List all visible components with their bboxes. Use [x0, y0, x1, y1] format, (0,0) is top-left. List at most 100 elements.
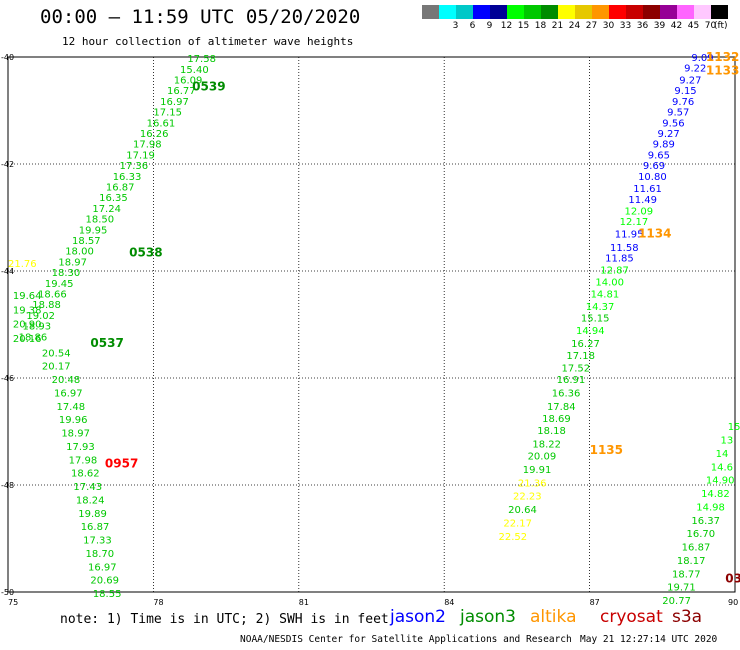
- colorbar-swatch: [660, 5, 677, 19]
- wave-height-label: 18.50: [86, 215, 115, 226]
- wave-height-label: 18.77: [672, 569, 701, 580]
- colorbar-swatch: [575, 5, 592, 19]
- wave-height-label: 21.36: [518, 478, 547, 489]
- wave-height-label: 17.33: [83, 536, 112, 547]
- wave-height-label: 9.09: [691, 53, 713, 64]
- wave-height-label: 20.09: [528, 452, 557, 463]
- wave-height-label: 16.87: [682, 543, 711, 554]
- colorbar-swatch: [626, 5, 643, 19]
- satellite-legend-altika: altika: [530, 607, 577, 627]
- wave-height-label: 20.17: [42, 362, 71, 373]
- colorbar-tick-label: 18: [534, 21, 547, 31]
- wave-height-label: 14.94: [576, 326, 605, 337]
- wave-height-label: 17.84: [547, 402, 576, 413]
- wave-height-label: 18.62: [71, 469, 100, 480]
- wave-height-label: 19.02: [26, 311, 55, 322]
- wave-height-label: 20.54: [42, 348, 71, 359]
- wave-height-label: 11.85: [605, 254, 634, 265]
- wave-height-label: 17.43: [73, 482, 102, 493]
- wave-height-label: 17.98: [69, 455, 98, 466]
- wave-height-label: 16.61: [147, 118, 176, 129]
- wave-height-label: 12.17: [620, 217, 649, 228]
- wave-height-label: 16.09: [174, 75, 203, 86]
- wave-height-label: 17.19: [126, 150, 155, 161]
- wave-height-label: 11.95: [615, 230, 644, 241]
- wave-height-label: 17.98: [133, 140, 162, 151]
- colorbar-swatch: [422, 5, 439, 19]
- wave-height-label: 18.93: [23, 322, 52, 333]
- lat-tick-label: -46: [1, 374, 14, 383]
- wave-height-label: 18.70: [86, 549, 115, 560]
- wave-height-label: 17.52: [561, 363, 590, 374]
- colorbar-tick-label: 21: [551, 21, 564, 31]
- wave-height-label: 19.45: [45, 279, 74, 290]
- wave-height-label: 14.98: [696, 502, 725, 513]
- map-subtitle: 12 hour collection of altimeter wave hei…: [62, 35, 354, 48]
- pass-time-label: 0539: [192, 79, 225, 93]
- wave-height-label: 18.66: [38, 289, 67, 300]
- wave-height-label: 9.65: [648, 150, 670, 161]
- wave-height-label: 14.90: [706, 476, 735, 487]
- wave-height-label: 19.91: [523, 465, 552, 476]
- wave-height-label: 17.93: [66, 442, 95, 453]
- lon-tick-label: 81: [299, 598, 309, 607]
- wave-height-label: 14.37: [586, 302, 615, 313]
- wave-height-label: 22.17: [503, 518, 532, 529]
- pass-time-label: 0537: [90, 336, 123, 350]
- wave-height-label: 12.09: [624, 207, 653, 218]
- wave-height-label: 18.00: [65, 247, 94, 258]
- colorbar-swatch: [558, 5, 575, 19]
- satellite-legend-jason3: jason3: [460, 607, 516, 627]
- colorbar-swatch: [473, 5, 490, 19]
- wave-height-label: 11.58: [610, 243, 639, 254]
- footer-note: note: 1) Time is in UTC; 2) SWH is in fe…: [60, 612, 389, 627]
- wave-height-label: 20.16: [13, 334, 42, 345]
- wave-height-label: 17.15: [153, 108, 182, 119]
- wave-height-label: 14: [716, 449, 729, 460]
- colorbar-tick-label: 3: [452, 21, 459, 31]
- wave-height-label: 16.33: [113, 172, 142, 183]
- wave-height-label: 11.61: [633, 184, 662, 195]
- plot-frame: [7, 56, 736, 593]
- wave-height-label: 14.6: [711, 462, 733, 473]
- lat-tick-label: -42: [1, 160, 14, 169]
- colorbar-tick-label: 42: [670, 21, 683, 31]
- wave-height-label: 18.86: [19, 332, 48, 343]
- colorbar-tick-label: 6: [469, 21, 476, 31]
- colorbar-swatch: [490, 5, 507, 19]
- wave-height-label: 20.90: [13, 319, 42, 330]
- wave-height-label: 16.91: [557, 375, 586, 386]
- satellite-legend-cryosat: cryosat: [600, 607, 663, 627]
- wave-height-label: 18.55: [93, 589, 122, 600]
- wave-height-label: 18.18: [537, 426, 566, 437]
- colorbar-tick-label: 24: [568, 21, 581, 31]
- wave-height-label: 17.24: [92, 204, 121, 215]
- wave-height-label: 9.56: [662, 118, 684, 129]
- lon-tick-label: 75: [8, 598, 18, 607]
- wave-height-label: 22.23: [513, 492, 542, 503]
- colorbar-swatch: [592, 5, 609, 19]
- wave-height-label: 20.77: [662, 596, 691, 607]
- lon-tick-label: 84: [444, 598, 454, 607]
- lat-tick-label: -40: [1, 53, 14, 62]
- pass-time-label: 1132: [706, 50, 739, 64]
- colorbar-tick-label: 39: [653, 21, 666, 31]
- colorbar-swatch: [524, 5, 541, 19]
- colorbar-swatch: [694, 5, 711, 19]
- wave-height-label: 10.80: [638, 172, 667, 183]
- wave-height-label: 16.77: [167, 86, 196, 97]
- wave-height-label: 16.97: [160, 97, 189, 108]
- wave-height-label: 16.36: [552, 388, 581, 399]
- colorbar-swatch: [711, 5, 728, 19]
- wave-height-label: 17.18: [566, 351, 595, 362]
- credit-line: NOAA/NESDIS Center for Satellite Applica…: [240, 634, 572, 645]
- wave-height-label: 16.37: [691, 516, 720, 527]
- lat-tick-label: -48: [1, 481, 14, 490]
- pass-time-label: 1133: [706, 63, 739, 77]
- wave-height-label: 9.76: [672, 97, 694, 108]
- colorbar-swatch: [541, 5, 558, 19]
- wave-height-label: 20.64: [508, 505, 537, 516]
- colorbar-tick-label: 30: [602, 21, 615, 31]
- wave-height-label: 19.38: [13, 306, 42, 317]
